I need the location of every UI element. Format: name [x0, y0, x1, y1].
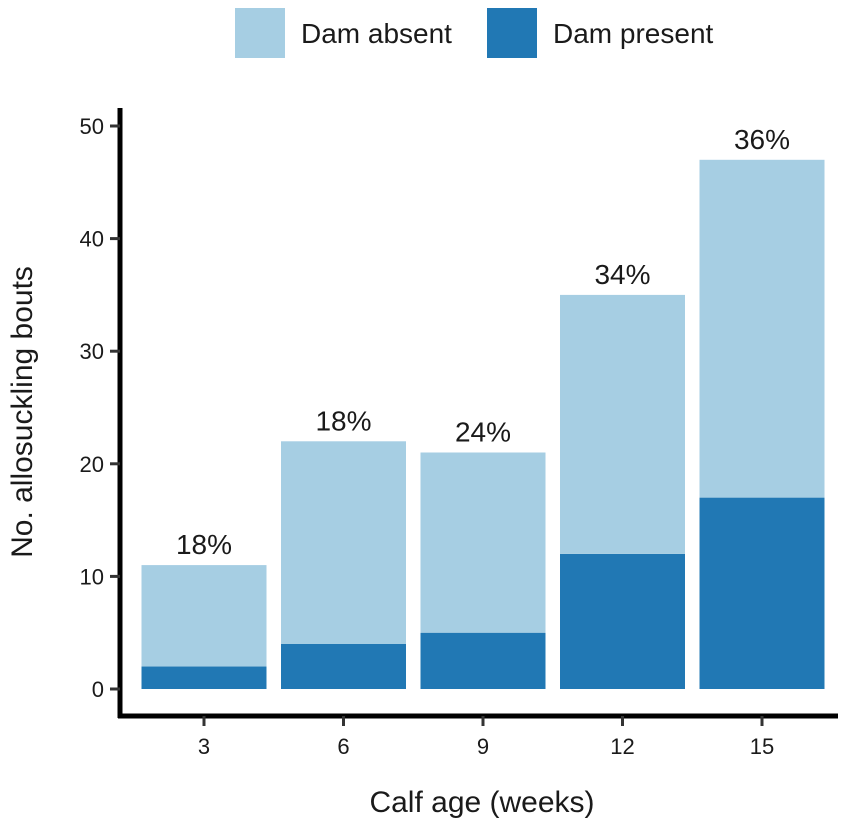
bar-dam-absent-week-6 — [281, 441, 406, 644]
x-tick-label-15: 15 — [750, 734, 774, 759]
bar-dam-absent-week-9 — [420, 452, 546, 633]
x-axis-title: Calf age (weeks) — [369, 786, 594, 819]
x-axis: 3 6 9 12 15 — [118, 713, 838, 759]
y-tick-label-50: 50 — [80, 114, 104, 139]
y-axis: 0 10 20 30 40 50 — [80, 108, 123, 718]
y-axis-title: No. allosuckling bouts — [6, 266, 39, 558]
legend-label-dam-present: Dam present — [553, 18, 714, 49]
bar-label-week-9: 24% — [455, 417, 511, 448]
bar-dam-present-week-15 — [699, 497, 825, 689]
bar-labels-group: 18% 18% 24% 34% 36% — [176, 124, 790, 560]
bar-dam-present-week-3 — [141, 666, 267, 689]
bars-group — [141, 159, 825, 689]
y-tick-label-0: 0 — [92, 677, 104, 702]
bar-dam-present-week-6 — [281, 644, 406, 689]
bar-label-week-3: 18% — [176, 529, 232, 560]
bar-dam-absent-week-3 — [141, 565, 267, 667]
legend: Dam absent Dam present — [235, 8, 714, 58]
bar-dam-present-week-9 — [420, 632, 546, 689]
bar-label-week-15: 36% — [734, 124, 790, 155]
x-tick-label-3: 3 — [198, 734, 210, 759]
bar-dam-absent-week-12 — [560, 294, 685, 554]
bar-dam-present-week-12 — [560, 553, 685, 689]
legend-label-dam-absent: Dam absent — [301, 18, 452, 49]
x-tick-label-6: 6 — [337, 734, 349, 759]
bar-dam-absent-week-15 — [699, 159, 825, 498]
x-tick-label-12: 12 — [610, 734, 634, 759]
legend-swatch-dam-absent — [235, 8, 285, 58]
y-tick-label-20: 20 — [80, 452, 104, 477]
x-tick-label-9: 9 — [477, 734, 489, 759]
bar-label-week-12: 34% — [594, 259, 650, 290]
bar-label-week-6: 18% — [315, 405, 371, 436]
legend-swatch-dam-present — [487, 8, 537, 58]
y-tick-label-10: 10 — [80, 564, 104, 589]
y-tick-label-30: 30 — [80, 339, 104, 364]
y-tick-label-40: 40 — [80, 227, 104, 252]
